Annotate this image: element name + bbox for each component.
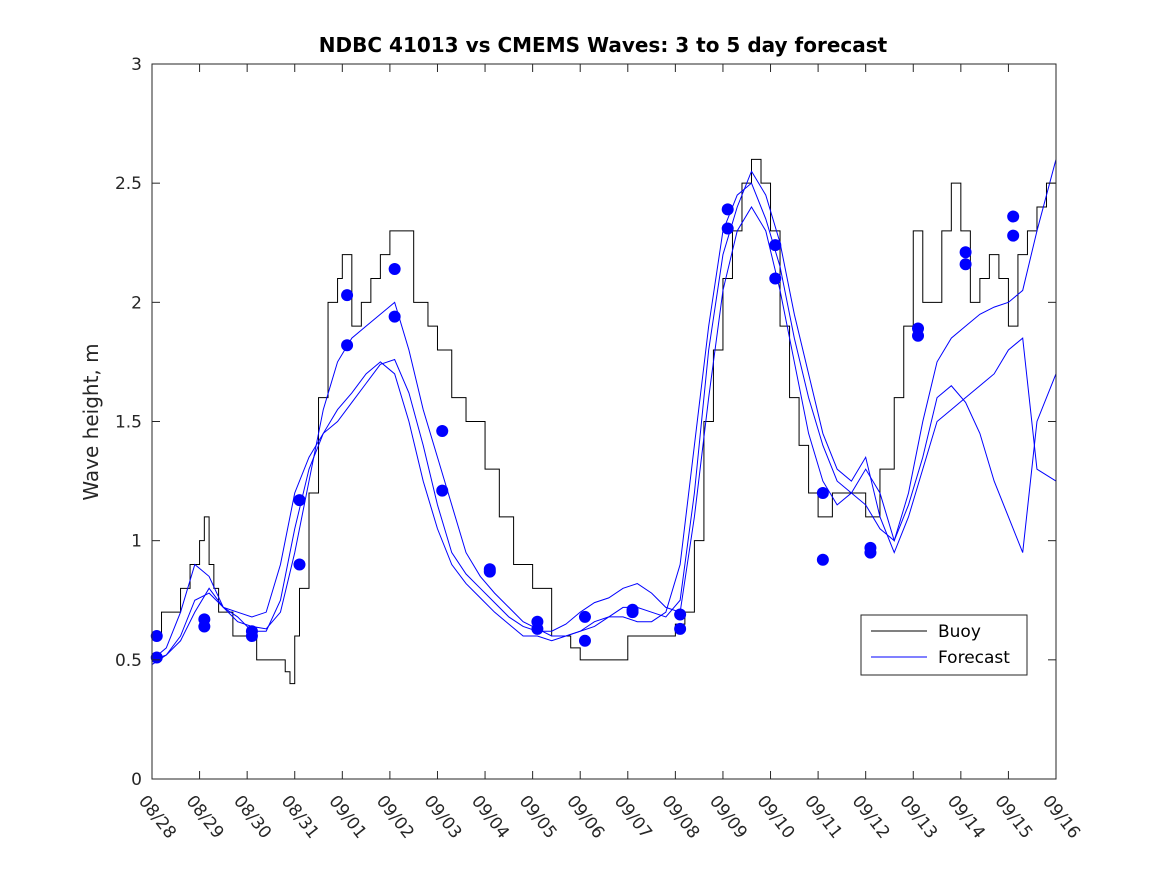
- forecast-marker-13: [436, 484, 449, 497]
- forecast-marker-35: [959, 258, 972, 271]
- forecast-marker-1: [150, 651, 163, 664]
- forecast-marker-9: [341, 339, 354, 352]
- y-axis-label: Wave height, m: [79, 343, 103, 500]
- forecast-marker-22: [674, 608, 687, 621]
- y-tick-label-0: 0: [131, 770, 142, 790]
- forecast-marker-0: [150, 630, 163, 642]
- forecast-marker-17: [531, 622, 544, 635]
- forecast-marker-33: [912, 329, 925, 342]
- plot-area: [150, 158, 1057, 685]
- forecast-marker-34: [959, 246, 972, 259]
- forecast-marker-27: [769, 272, 782, 285]
- forecast-marker-37: [1007, 229, 1020, 242]
- forecast-marker-10: [388, 262, 401, 275]
- legend-buoy-label: Buoy: [938, 622, 981, 642]
- forecast-marker-24: [721, 203, 734, 216]
- legend-forecast-label: Forecast: [938, 648, 1010, 668]
- forecast-marker-6: [293, 494, 306, 507]
- forecast-marker-28: [816, 487, 829, 499]
- forecast-marker-18: [578, 610, 591, 623]
- forecast-marker-8: [341, 289, 354, 302]
- legend-box: [860, 614, 1028, 676]
- forecast-marker-19: [578, 634, 591, 647]
- forecast-marker-25: [721, 222, 734, 235]
- chart-title: NDBC 41013 vs CMEMS Waves: 3 to 5 day fo…: [319, 33, 888, 57]
- forecast-marker-5: [245, 630, 258, 642]
- forecast-line-3: [151, 206, 1057, 666]
- forecast-marker-29: [816, 553, 829, 566]
- y-tick-label-6: 3: [131, 55, 142, 75]
- forecast-marker-15: [483, 565, 496, 578]
- forecast-marker-26: [769, 239, 782, 252]
- forecast-marker-36: [1007, 210, 1020, 223]
- forecast-marker-12: [436, 425, 449, 438]
- forecast-line-1: [151, 159, 1057, 661]
- forecast-marker-23: [674, 622, 687, 635]
- y-tick-label-3: 1.5: [115, 413, 142, 433]
- forecast-marker-31: [864, 546, 877, 559]
- forecast-marker-21: [626, 606, 639, 619]
- forecast-marker-7: [293, 558, 306, 571]
- y-tick-label-4: 2: [131, 293, 142, 313]
- buoy-line: [152, 158, 1056, 685]
- legend: Buoy Forecast: [860, 614, 1028, 676]
- y-tick-label-1: 0.5: [115, 651, 142, 671]
- forecast-marker-11: [388, 310, 401, 323]
- y-tick-label-2: 1: [131, 532, 142, 552]
- forecast-marker-3: [198, 620, 211, 633]
- y-tick-label-5: 2.5: [115, 174, 142, 194]
